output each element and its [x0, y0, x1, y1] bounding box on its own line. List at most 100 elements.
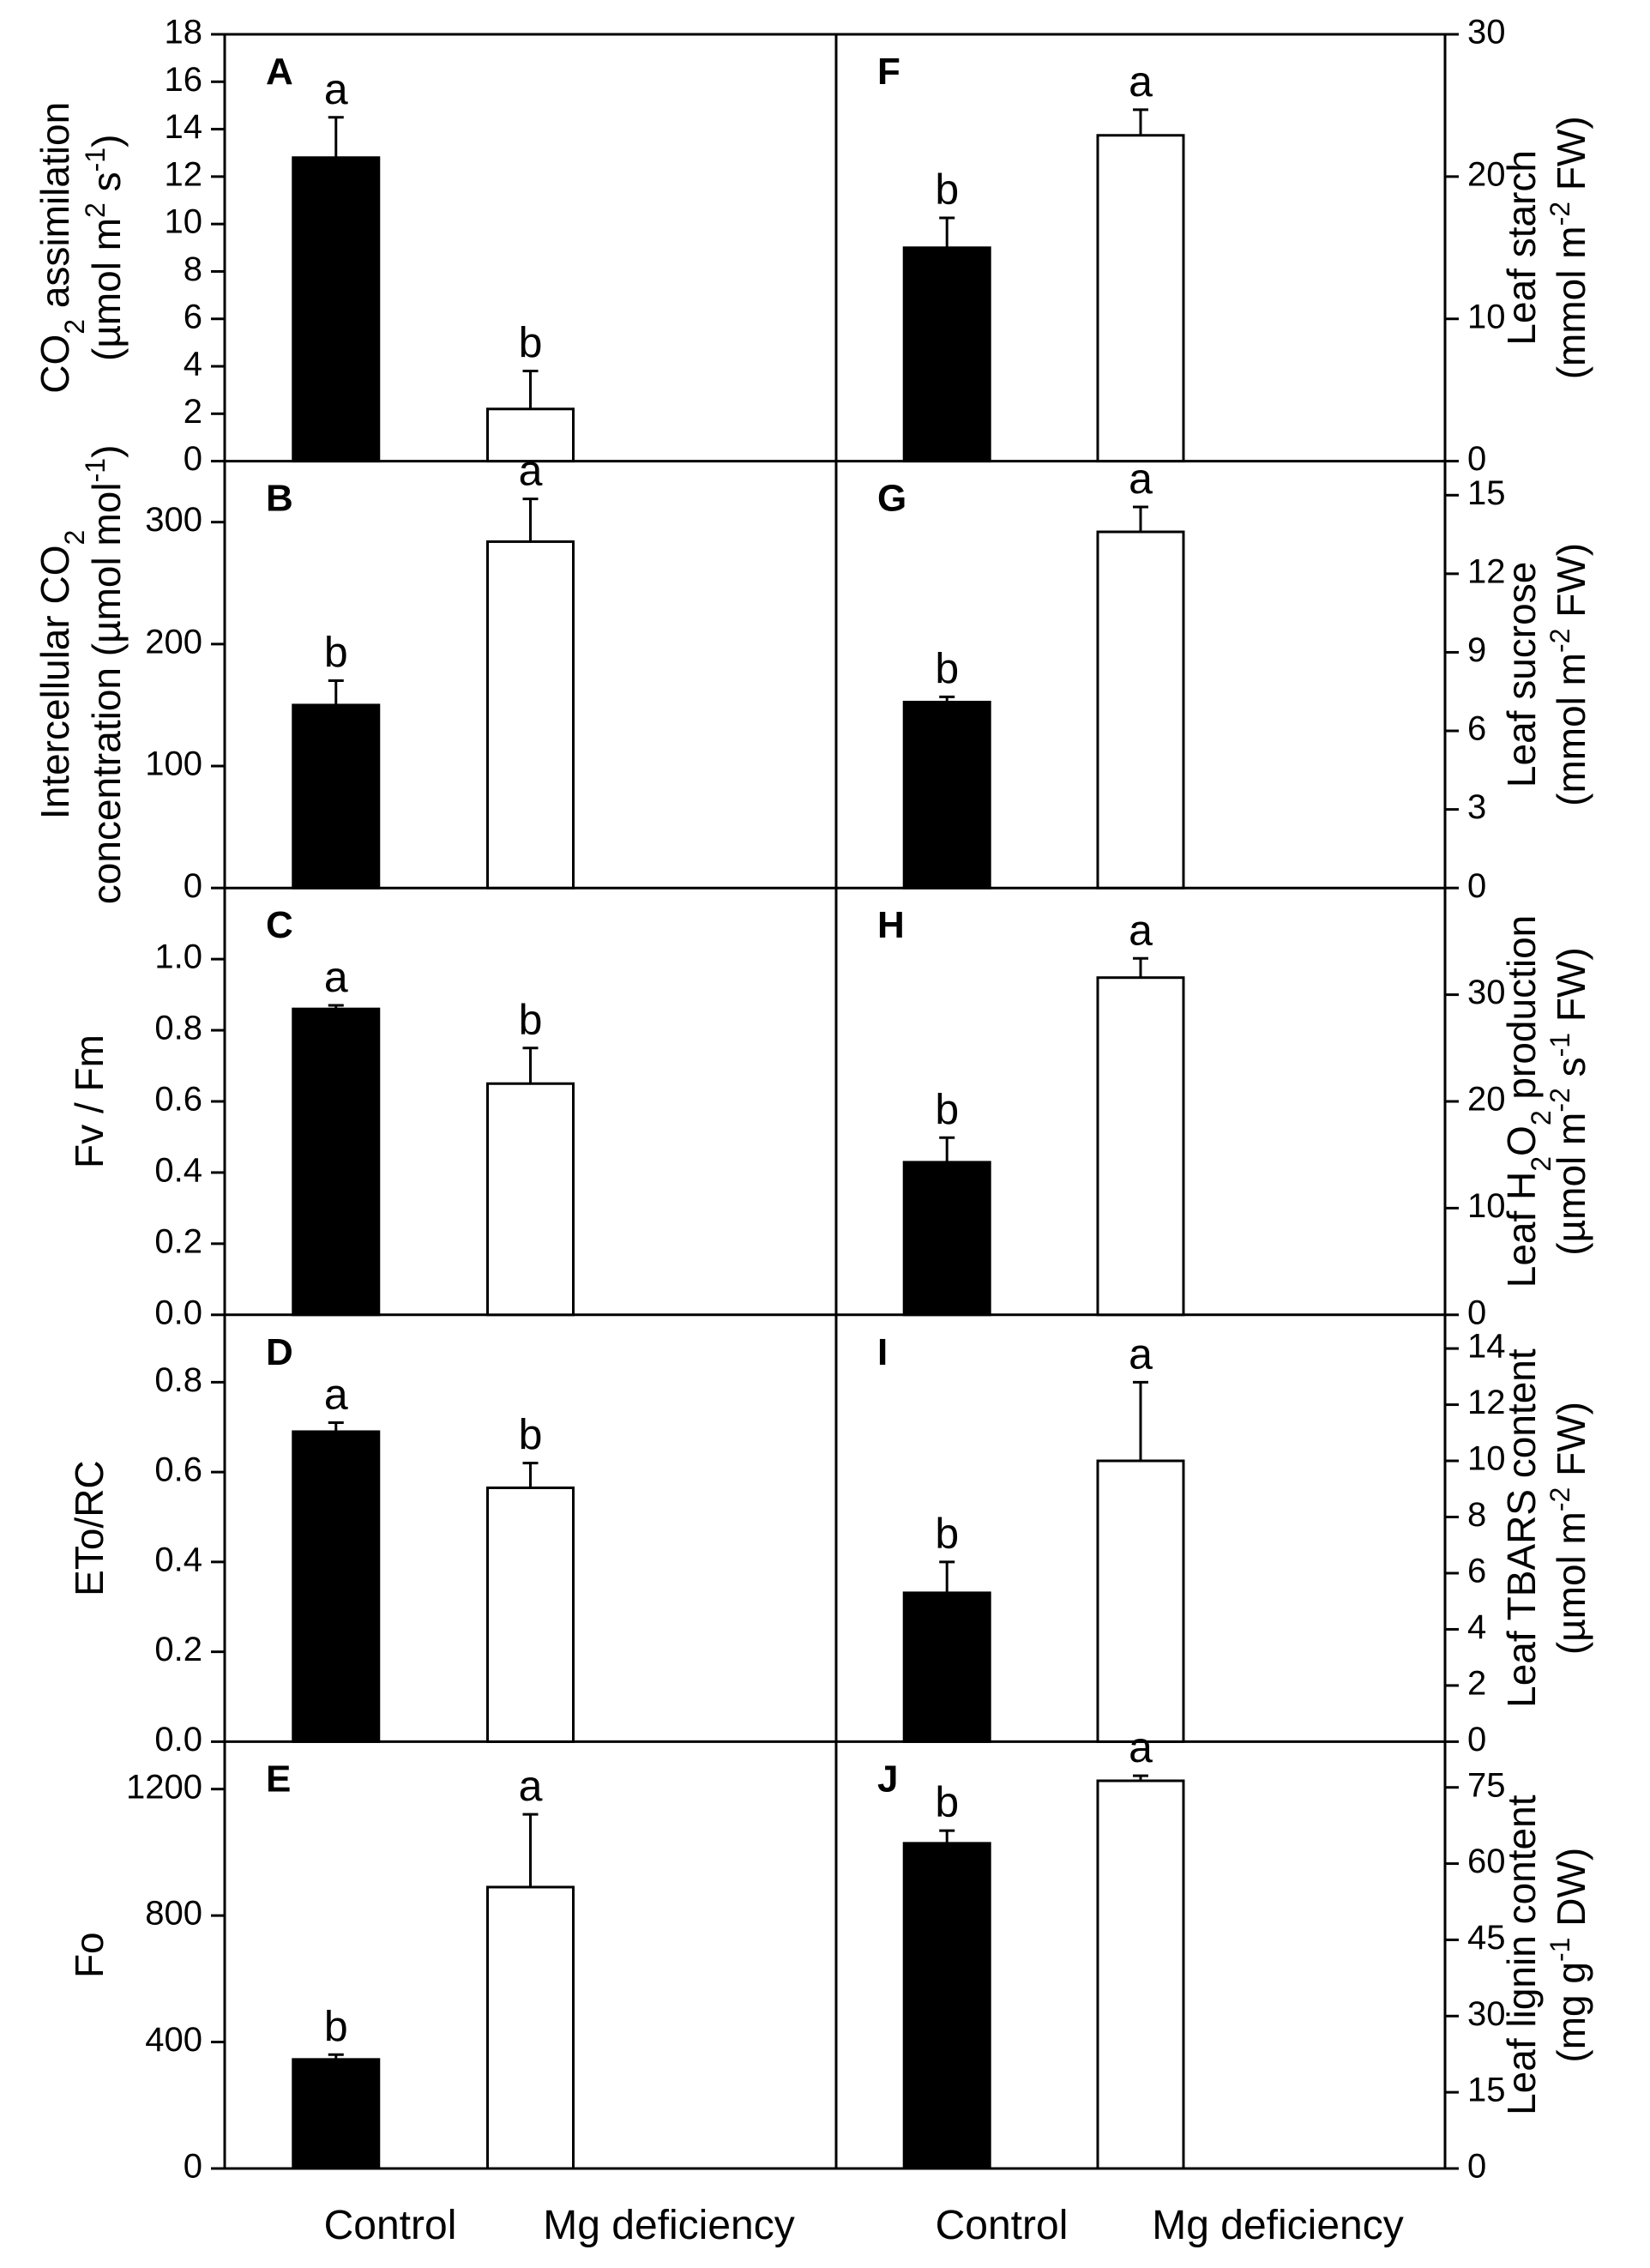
y-tick-label: 8 — [1467, 1496, 1486, 1534]
significance-letter: b — [519, 996, 543, 1044]
y-tick-label: 30 — [1467, 14, 1506, 51]
significance-letter: b — [935, 644, 959, 692]
y-axis-title-line: (mmol m-2 FW) — [1545, 116, 1593, 379]
y-tick-label: 10 — [1467, 298, 1506, 335]
y-tick-label: 9 — [1467, 631, 1486, 669]
panel-a: 0 2 4 6 8 10 12 14 16 18 A a b CO2 assimilation (µmol … — [33, 14, 575, 478]
panel-letter: D — [266, 1331, 293, 1373]
y-tick-label: 20 — [1467, 1081, 1506, 1119]
y-tick-label: 1200 — [126, 1768, 202, 1806]
y-tick-label: 0.4 — [154, 1541, 202, 1578]
y-tick-label: 0.0 — [154, 1721, 202, 1758]
y-tick-label: 0.6 — [154, 1451, 202, 1489]
significance-letter: a — [1129, 1330, 1153, 1378]
y-tick-label: 0.8 — [154, 1010, 202, 1047]
y-tick-label: 15 — [1467, 2072, 1506, 2109]
y-tick-label: 0 — [1467, 1721, 1486, 1758]
y-tick-label: 6 — [1467, 1553, 1486, 1590]
significance-letter: a — [1129, 1723, 1153, 1771]
bar-mg-deficiency — [486, 407, 575, 463]
panel-e: 0 400 800 1200 Eb a Fo — [67, 1758, 575, 2186]
y-tick-label: 0 — [1467, 867, 1486, 905]
y-tick-label: 3 — [1467, 788, 1486, 826]
bar-control — [292, 1430, 381, 1743]
panel-b: 0 100 200 300 Bb a Intercellular CO2concentrat… — [33, 445, 575, 905]
y-tick-label: 0.4 — [154, 1151, 202, 1189]
y-tick-label: 12 — [1467, 1384, 1506, 1421]
y-tick-label: 0.8 — [154, 1361, 202, 1399]
significance-letter: a — [1129, 906, 1153, 954]
y-tick-label: 0.6 — [154, 1081, 202, 1119]
panel-c: 0.0 0.2 0.4 0.6 0.8 1.0 Ca b Fv / Fm — [67, 904, 575, 1331]
bar-mg-deficiency — [486, 1885, 575, 2170]
y-tick-label: 4 — [1467, 1608, 1486, 1646]
significance-letter: b — [324, 2002, 348, 2050]
y-tick-label: 0.2 — [154, 1222, 202, 1260]
y-axis-title-line: (mg g-1 DW) — [1545, 1848, 1593, 2063]
y-tick-label: 30 — [1467, 1995, 1506, 2033]
significance-letter: b — [324, 629, 348, 677]
y-tick-label: 1.0 — [154, 938, 202, 976]
y-axis-title-line: (mmol m-2 FW) — [1545, 543, 1593, 806]
significance-letter: b — [935, 1778, 959, 1826]
bar-control — [902, 246, 991, 463]
bar-mg-deficiency — [1096, 976, 1185, 1317]
y-tick-label: 0 — [1467, 440, 1486, 478]
y-tick-label: 30 — [1467, 974, 1506, 1011]
panel-i: 0 2 4 6 8 10 12 14 Ib a Leaf TBARS content (µmol m-… — [877, 1328, 1593, 1758]
y-tick-label: 14 — [1467, 1328, 1506, 1366]
panel-letter: H — [877, 904, 905, 946]
significance-letter: a — [519, 1762, 543, 1810]
panel-letter: A — [266, 51, 293, 93]
y-tick-label: 0.2 — [154, 1631, 202, 1668]
bar-mg-deficiency — [1096, 134, 1185, 463]
significance-letter: b — [519, 319, 543, 367]
significance-letter: b — [935, 166, 959, 214]
y-axis-title-line: Fo — [67, 1932, 111, 1978]
bar-mg-deficiency — [1096, 530, 1185, 890]
bar-control — [902, 700, 991, 890]
y-tick-label: 0.0 — [154, 1294, 202, 1331]
panel-g: 0 3 6 9 12 15 Gb a Leaf sucrose (mmol m-2 FW) — [877, 455, 1593, 905]
bar-control — [902, 1842, 991, 2170]
significance-letter: a — [519, 447, 543, 495]
bar-control — [292, 703, 381, 890]
y-axis-title-line: (µmol m2 s-1) — [80, 135, 129, 361]
y-tick-label: 0 — [1467, 1294, 1486, 1331]
y-tick-label: 45 — [1467, 1919, 1506, 1957]
panel-h: 0 10 20 30 Hb a Leaf H2O2 production(µmol m-2 … — [877, 904, 1593, 1331]
significance-letter: b — [935, 1510, 959, 1558]
y-tick-label: 18 — [165, 14, 203, 51]
y-tick-label: 60 — [1467, 1843, 1506, 1880]
y-tick-label: 800 — [145, 1895, 202, 1933]
bar-control — [902, 1161, 991, 1317]
y-tick-label: 10 — [1467, 1187, 1506, 1225]
y-tick-label: 12 — [165, 155, 203, 193]
y-axis-title-line: Intercellular CO2 — [33, 530, 90, 819]
y-tick-label: 8 — [184, 250, 202, 288]
y-tick-label: 15 — [1467, 474, 1506, 512]
significance-letter: a — [324, 953, 348, 1001]
significance-letter: b — [519, 1411, 543, 1459]
y-axis-title-line: Leaf TBARS content — [1499, 1348, 1544, 1708]
panel-letter: G — [877, 478, 906, 520]
y-tick-label: 0 — [184, 867, 202, 905]
panel-letter: J — [877, 1758, 898, 1800]
significance-letter: a — [324, 65, 348, 113]
bar-mg-deficiency — [1096, 1779, 1185, 2170]
y-tick-label: 0 — [184, 2148, 202, 2186]
y-tick-label: 75 — [1467, 1766, 1506, 1804]
bar-mg-deficiency — [486, 1486, 575, 1743]
bar-control — [902, 1591, 991, 1743]
bar-mg-deficiency — [486, 1082, 575, 1317]
y-tick-label: 10 — [165, 203, 203, 241]
significance-letter: a — [1129, 57, 1153, 106]
panel-letter: I — [877, 1331, 888, 1373]
y-axis-title-line: concentration (µmol mol-1) — [80, 445, 129, 905]
bar-control — [292, 2058, 381, 2170]
panel-letter: C — [266, 904, 293, 946]
category-labels: Control Mg deficiency Control Mg deficie… — [324, 2203, 1404, 2248]
y-tick-label: 400 — [145, 2021, 202, 2059]
y-axis-title-line: Leaf H2O2 production — [1499, 915, 1557, 1288]
